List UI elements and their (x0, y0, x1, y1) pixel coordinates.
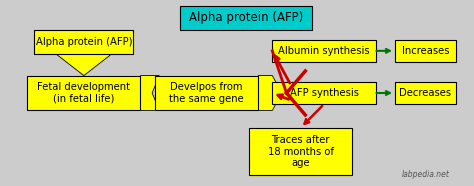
Polygon shape (55, 54, 112, 76)
FancyBboxPatch shape (155, 76, 258, 110)
Text: Decreases: Decreases (400, 88, 452, 98)
Text: labpedia.net: labpedia.net (401, 170, 449, 179)
FancyBboxPatch shape (273, 82, 376, 104)
Text: Alpha protein (AFP): Alpha protein (AFP) (189, 11, 303, 24)
Text: Fetal development
(in fetal life): Fetal development (in fetal life) (37, 82, 130, 104)
Text: Albumin synthesis: Albumin synthesis (278, 46, 370, 56)
Text: Increases: Increases (402, 46, 449, 56)
FancyBboxPatch shape (395, 40, 456, 62)
FancyBboxPatch shape (27, 76, 140, 110)
Polygon shape (258, 76, 282, 110)
FancyBboxPatch shape (395, 82, 456, 104)
FancyBboxPatch shape (181, 6, 312, 30)
FancyBboxPatch shape (249, 128, 353, 175)
FancyBboxPatch shape (273, 40, 376, 62)
Text: AFP synthesis: AFP synthesis (290, 88, 359, 98)
Polygon shape (140, 76, 159, 110)
Text: Develpos from
the same gene: Develpos from the same gene (169, 82, 244, 104)
Text: Traces after
18 months of
age: Traces after 18 months of age (268, 135, 334, 168)
Text: Alpha protein (AFP): Alpha protein (AFP) (36, 37, 132, 47)
FancyBboxPatch shape (35, 30, 133, 54)
